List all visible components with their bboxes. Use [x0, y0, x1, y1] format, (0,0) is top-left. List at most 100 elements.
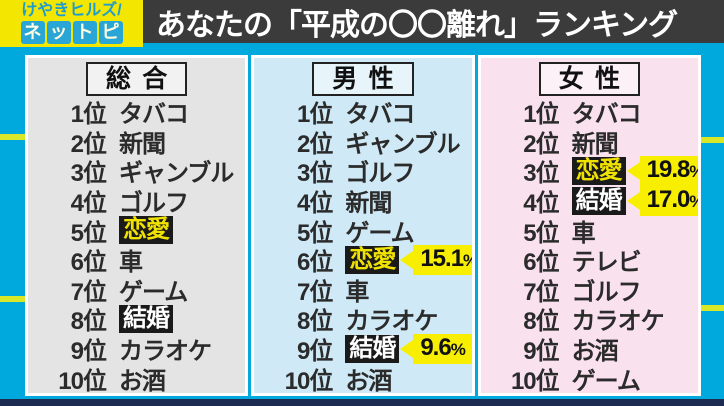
item-label-highlighted: 恋愛	[571, 156, 626, 185]
percentage-value: 17.0%	[639, 185, 698, 216]
ranking-row: 7位 ゴルフ	[481, 275, 698, 306]
item-label-highlighted: 結婚	[119, 304, 173, 333]
item-label: カラオケ	[345, 308, 438, 336]
item-label: タバコ	[345, 101, 415, 129]
rank-label: 4位	[70, 190, 107, 218]
rank-label: 3位	[70, 160, 107, 188]
percentage-value: 15.1%	[413, 244, 472, 275]
rank-label: 10位	[58, 367, 107, 395]
rank-label: 7位	[70, 278, 107, 306]
rank-label: 6位	[70, 249, 107, 277]
item-label-highlighted: 恋愛	[119, 216, 173, 245]
item-label: タバコ	[119, 101, 189, 129]
rank-label: 10位	[510, 367, 560, 395]
item-label: お酒	[571, 338, 619, 366]
item-label: お酒	[345, 367, 392, 395]
item-label: ゲーム	[571, 367, 641, 395]
item-label: 車	[345, 278, 369, 306]
rank-label: 3位	[296, 160, 333, 188]
percentage-value: 19.8%	[639, 155, 698, 186]
callout-arrow-icon	[400, 339, 414, 358]
bg-stripe	[0, 134, 25, 140]
percentage-callout: 19.8%	[626, 155, 698, 186]
bg-stripe	[699, 305, 724, 311]
ranking-row: 9位 カラオケ	[28, 334, 245, 366]
item-label: ゴルフ	[345, 160, 415, 188]
ranking-row: 7位車	[254, 275, 471, 306]
item-label: ゴルフ	[571, 278, 642, 306]
panel-title: 女性	[558, 65, 632, 93]
item-label: カラオケ	[119, 338, 212, 366]
ranking-row: 8位 カラオケ	[481, 304, 698, 336]
ranking-row: 6位 テレビ	[481, 245, 698, 277]
item-label: お酒	[119, 367, 166, 395]
rank-label: 7位	[523, 278, 559, 306]
ranking-row: 10位 お酒	[254, 363, 471, 393]
ranking-list: 1位 タバコ 2位 新聞 3位 ギャンブル 4位 ゴルフ 5位 恋愛 6位車 7位 ゲーム 8位 結婚 9位カ…	[28, 97, 245, 393]
callout-arrow-icon	[400, 250, 414, 269]
item-label: ギャンブル	[345, 130, 460, 158]
panel-title-box: 男性	[312, 62, 414, 96]
ranking-row: 9位 結婚 9.6%	[254, 333, 472, 366]
ranking-row: 1位 タバコ	[481, 97, 698, 129]
item-label-highlighted: 恋愛	[345, 245, 400, 274]
rank-label: 5位	[523, 219, 559, 247]
show-logo-tiles: ネットピ	[20, 21, 123, 44]
item-label: 新聞	[571, 130, 619, 158]
rank-label: 4位	[296, 190, 333, 218]
bg-stripe	[0, 296, 25, 302]
logo-tile: ピ	[98, 21, 123, 44]
logo-tile: ト	[72, 21, 97, 44]
item-label: 新聞	[345, 190, 392, 218]
ranking-row: 6位車	[28, 245, 245, 277]
rank-label: 10位	[284, 367, 334, 395]
ranking-row: 1位 タバコ	[28, 97, 245, 129]
show-logo-title: けやきヒルズ/	[21, 2, 122, 19]
ranking-panel-overall: 総合 1位 タバコ 2位 新聞 3位 ギャンブル 4位 ゴルフ 5位 恋愛 6位車 7位 ゲーム 8位 結婚 9…	[25, 55, 249, 396]
item-label: タバコ	[571, 101, 642, 129]
headline-bar: あなたの「平成の〇〇離れ」ランキング	[143, 0, 724, 43]
logo-tile: ッ	[46, 21, 71, 44]
item-label: カラオケ	[571, 308, 665, 336]
ranking-list: 1位タバコ2位ギャンブル3位ゴルフ4位新聞5位ゲーム6位恋愛15.1%7位車8位…	[254, 97, 472, 393]
item-label: ゲーム	[345, 219, 414, 247]
callout-arrow-icon	[626, 161, 640, 180]
panel-title: 男性	[332, 65, 405, 93]
ranking-row: 3位 ゴルフ	[254, 156, 471, 188]
rank-label: 6位	[523, 249, 559, 277]
rank-label: 9位	[70, 338, 107, 366]
rank-label: 9位	[523, 338, 559, 366]
item-label: ゲーム	[119, 278, 188, 306]
ranking-row: 5位車	[481, 215, 698, 247]
rank-label: 8位	[70, 308, 107, 336]
callout-arrow-icon	[626, 191, 640, 210]
bg-stripe	[699, 137, 724, 143]
ranking-list: 1位タバコ2位新聞3位恋愛19.8%4位結婚17.0%5位車6位テレビ7位ゴルフ…	[481, 97, 698, 393]
rank-label: 4位	[523, 190, 559, 218]
rank-label: 9位	[296, 338, 333, 366]
ranking-row: 8位 結婚	[28, 304, 245, 336]
rank-label: 5位	[296, 219, 333, 247]
ranking-row: 4位 ゴルフ	[28, 186, 245, 218]
ranking-row: 10位 お酒	[28, 363, 245, 393]
ranking-row: 7位 ゲーム	[28, 275, 245, 306]
ranking-row: 4位 新聞	[254, 186, 471, 218]
rank-label: 6位	[296, 249, 333, 277]
show-logo: けやきヒルズ/ ネットピ	[0, 0, 143, 47]
ranking-row: 5位 ゲーム	[254, 215, 471, 247]
rank-label: 2位	[523, 130, 559, 158]
rank-label: 2位	[70, 130, 107, 158]
ranking-panel-male: 男性1位タバコ2位ギャンブル3位ゴルフ4位新聞5位ゲーム6位恋愛15.1%7位車…	[251, 55, 475, 396]
panel-title: 総合	[106, 65, 179, 93]
ranking-row: 10位 ゲーム	[481, 363, 698, 393]
ranking-row: 2位 新聞	[28, 127, 245, 158]
percentage-callout: 9.6%	[400, 333, 472, 364]
item-label: ゴルフ	[119, 190, 189, 218]
logo-tile: ネ	[20, 21, 45, 44]
item-label: テレビ	[571, 249, 642, 277]
item-label-highlighted: 結婚	[571, 186, 626, 215]
